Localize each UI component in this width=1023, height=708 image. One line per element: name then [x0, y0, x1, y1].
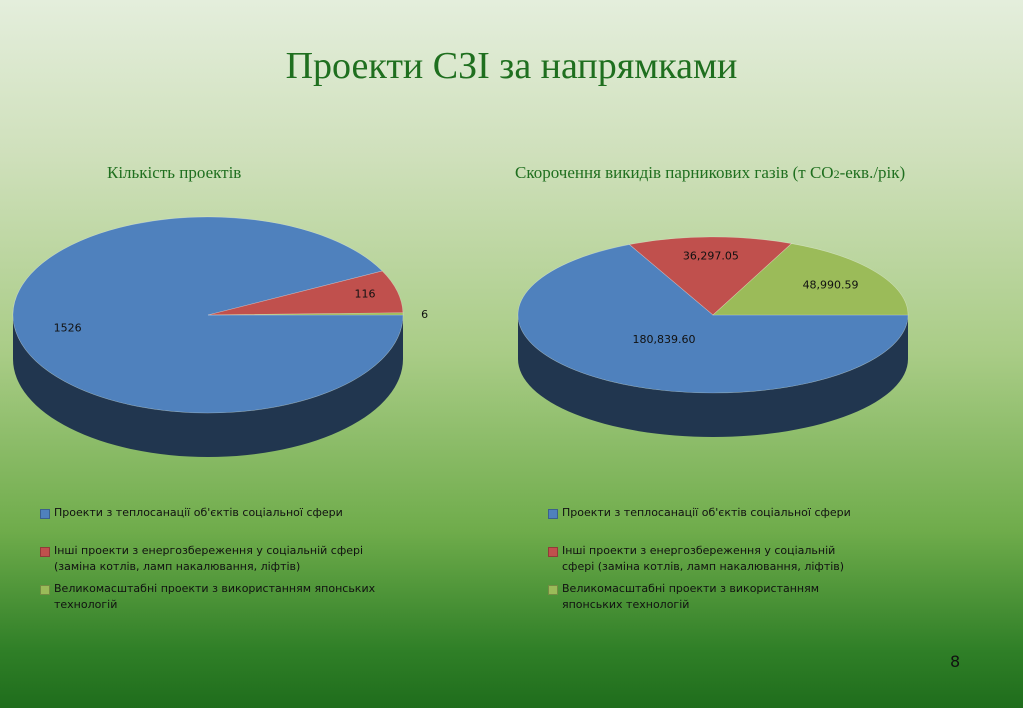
chart-title-emission-reduction: Скорочення викидів парникових газів (т С… — [515, 163, 905, 183]
legend-left-label-1-1: (заміна котлів, ламп накалювання, ліфтів… — [54, 560, 301, 573]
chart-title-project-count: Кількість проектів — [107, 163, 242, 182]
pie-data-label-0: 1526 — [54, 321, 82, 334]
pie-slice-1 — [628, 236, 793, 316]
legend-left-item-0: Проекти з теплосанації об'єктів соціальн… — [40, 505, 420, 521]
legend-left-label-1-0: Інші проекти з енергозбереження у соціал… — [54, 544, 364, 557]
legend-left-label-0-0: Проекти з теплосанації об'єктів соціальн… — [54, 506, 343, 519]
pie-slice-2 — [712, 243, 909, 316]
legend-left-item-2: Великомасштабні проекти з використанням … — [40, 581, 420, 613]
legend-right-swatch-0 — [548, 509, 558, 519]
legend-right-item-2: Великомасштабні проекти з використанням я… — [548, 581, 878, 613]
pie-data-label-1: 116 — [355, 287, 376, 300]
legend-left-item-1: Інші проекти з енергозбереження у соціал… — [40, 543, 420, 575]
slide-title: Проекти СЗІ за напрямками — [285, 45, 738, 87]
pie-side-0 — [13, 315, 403, 457]
legend-left-label-2-0: Великомасштабні проекти з використанням … — [54, 582, 376, 595]
pie-data-label-2: 6 — [421, 308, 428, 321]
legend-project-count: Проекти з теплосанації об'єктів соціальн… — [40, 505, 420, 619]
page-number: 8 — [950, 652, 961, 671]
pie-data-label-2: 48,990.59 — [803, 278, 859, 291]
legend-left-swatch-2 — [40, 585, 50, 595]
legend-right-label-2-0: Великомасштабні проекти з використанням — [562, 582, 820, 595]
pie-chart-emission-reduction: 180,839.60 36,297.05 48,990.59 — [517, 236, 909, 437]
legend-left-swatch-0 — [40, 509, 50, 519]
legend-left-swatch-1 — [40, 547, 50, 557]
pie-slice-0 — [517, 244, 909, 394]
pie-data-label-1: 36,297.05 — [683, 250, 739, 263]
legend-left-label-2-1: технологій — [54, 598, 118, 611]
pie-slice-1 — [207, 270, 404, 316]
pie-slice-2 — [207, 312, 404, 316]
legend-right-item-0: Проекти з теплосанації об'єктів соціальн… — [548, 505, 878, 521]
legend-right-label-2-1: японських технологій — [562, 598, 690, 611]
legend-right-item-1: Інші проекти з енергозбереження у соціал… — [548, 543, 878, 575]
pie-chart-project-count: 1526 116 6 — [12, 216, 428, 457]
pie-slice-0 — [12, 216, 404, 414]
chart-title-text: Скорочення викидів парникових газів (т С… — [515, 163, 834, 182]
chart-title-subscript: 2 — [833, 167, 840, 181]
pie-side-0 — [518, 315, 908, 437]
pie-data-label-0: 180,839.60 — [633, 333, 696, 346]
legend-right-swatch-2 — [548, 585, 558, 595]
legend-right-swatch-1 — [548, 547, 558, 557]
legend-emission-reduction: Проекти з теплосанації об'єктів соціальн… — [548, 505, 878, 619]
legend-right-label-1-1: сфері (заміна котлів, ламп накалювання, … — [562, 560, 845, 573]
legend-right-label-0-0: Проекти з теплосанації об'єктів соціальн… — [562, 506, 851, 519]
legend-right-label-1-0: Інші проекти з енергозбереження у соціал… — [562, 544, 836, 557]
chart-title-unit: -екв./рік) — [839, 163, 906, 182]
